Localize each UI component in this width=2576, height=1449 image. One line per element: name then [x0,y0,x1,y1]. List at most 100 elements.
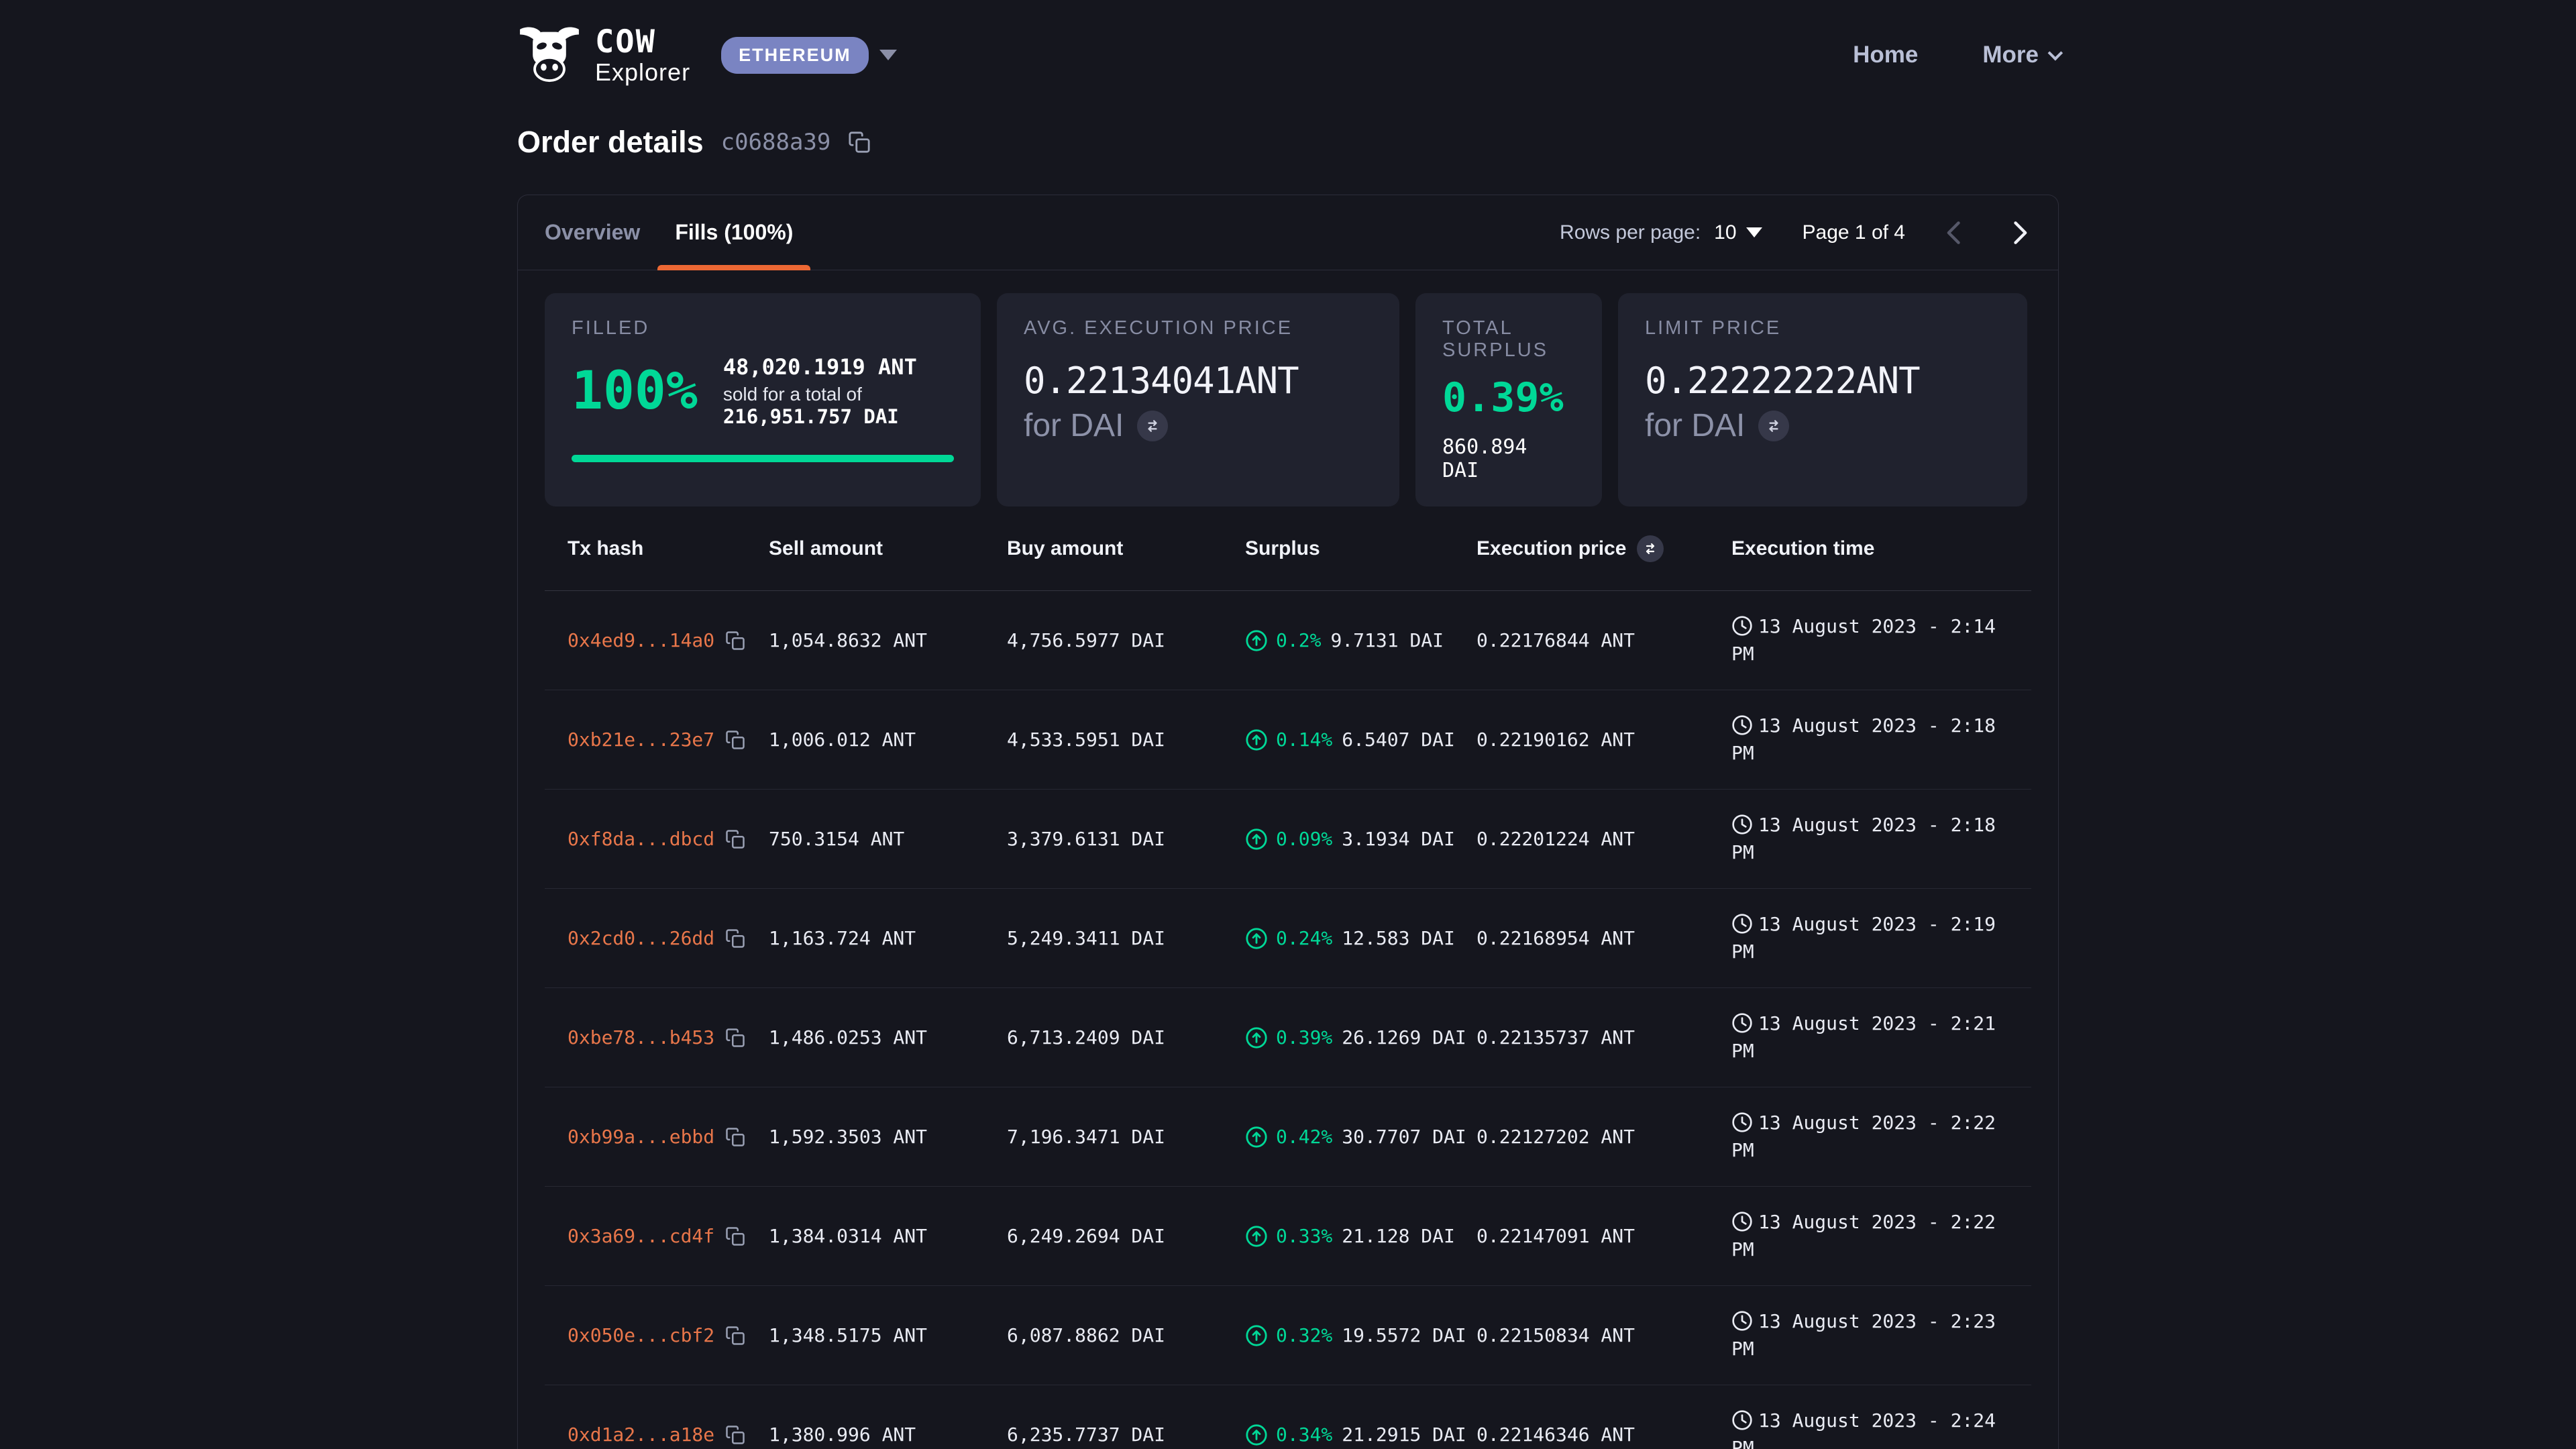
tx-hash-link[interactable]: 0x2cd0...26dd [568,927,714,949]
surplus-percent: 0.2% [1276,629,1321,651]
buy-amount-cell: 6,235.7737 DAI [1007,1424,1245,1446]
execution-time-cell: 13 August 2023 - 2:18 PM [1731,812,2008,866]
total-surplus-card: TOTAL SURPLUS 0.39% 860.894 DAI [1415,293,1602,506]
nav-more[interactable]: More [1982,42,2059,68]
prev-page-button[interactable] [1940,218,1970,248]
nav-home[interactable]: Home [1853,42,1918,68]
tx-hash-cell: 0xb99a...ebbd [568,1126,769,1148]
page-indicator: Page 1 of 4 [1803,221,1905,244]
execution-price-cell: 0.22135737 ANT [1477,1026,1731,1049]
total-surplus-amount: 860.894 DAI [1442,435,1575,482]
sell-amount-cell: 1,486.0253 ANT [769,1026,1007,1049]
copy-tx-hash-button[interactable] [725,1127,745,1147]
tx-hash-cell: 0x2cd0...26dd [568,927,769,949]
tx-hash-cell: 0x3a69...cd4f [568,1225,769,1247]
copy-order-id-button[interactable] [848,131,871,154]
surplus-up-icon [1245,1424,1268,1446]
next-page-button[interactable] [2004,218,2034,248]
execution-price-cell: 0.22127202 ANT [1477,1126,1731,1148]
surplus-amount: 6.5407 DAI [1342,729,1455,751]
rows-per-page-select[interactable]: 10 [1714,221,1762,244]
table-row: 0xf8da...dbcd 750.3154 ANT 3,379.6131 DA… [545,790,2031,889]
execution-time-cell: 13 August 2023 - 2:21 PM [1731,1010,2008,1065]
tx-hash-link[interactable]: 0x3a69...cd4f [568,1225,714,1247]
col-buy-amount: Buy amount [1007,537,1245,560]
summary-cards: FILLED 100% 48,020.1919 ANT sold for a t… [545,293,2031,506]
page-title-row: Order details c0688a39 [517,125,2059,160]
buy-amount-cell: 4,756.5977 DAI [1007,629,1245,651]
execution-time-cell: 13 August 2023 - 2:22 PM [1731,1110,2008,1164]
surplus-amount: 19.5572 DAI [1342,1324,1466,1346]
copy-tx-hash-button[interactable] [725,1028,745,1048]
sell-amount-cell: 1,592.3503 ANT [769,1126,1007,1148]
buy-amount-cell: 5,249.3411 DAI [1007,927,1245,949]
surplus-up-icon [1245,927,1268,950]
pagination: Rows per page: 10 Page 1 of 4 [1560,218,2034,248]
swap-price-units-button[interactable] [1137,411,1168,441]
table-body: 0x4ed9...14a0 1,054.8632 ANT 4,756.5977 … [545,591,2031,1449]
table-row: 0xb21e...23e7 1,006.012 ANT 4,533.5951 D… [545,690,2031,790]
execution-time-cell: 13 August 2023 - 2:23 PM [1731,1308,2008,1362]
col-execution-price: Execution price [1477,535,1731,562]
copy-tx-hash-button[interactable] [725,829,745,849]
col-surplus: Surplus [1245,537,1477,560]
surplus-amount: 30.7707 DAI [1342,1126,1466,1148]
col-tx-hash: Tx hash [568,537,769,560]
tx-hash-link[interactable]: 0xf8da...dbcd [568,828,714,850]
total-surplus-label: TOTAL SURPLUS [1442,317,1575,362]
surplus-percent: 0.09% [1276,828,1332,850]
sell-amount-cell: 1,054.8632 ANT [769,629,1007,651]
surplus-percent: 0.33% [1276,1225,1332,1247]
avg-price-unit: for DAI [1024,407,1124,444]
copy-tx-hash-button[interactable] [725,631,745,651]
tab-overview[interactable]: Overview [527,195,657,270]
tx-hash-link[interactable]: 0xb99a...ebbd [568,1126,714,1148]
limit-price-unit: for DAI [1645,407,1745,444]
buy-amount-cell: 4,533.5951 DAI [1007,729,1245,751]
logo[interactable]: COW Explorer [517,26,690,85]
surplus-up-icon [1245,629,1268,652]
surplus-up-icon [1245,1225,1268,1248]
tx-hash-cell: 0x050e...cbf2 [568,1324,769,1346]
network-badge[interactable]: ETHEREUM [721,37,869,74]
tx-hash-link[interactable]: 0x050e...cbf2 [568,1324,714,1346]
tx-hash-cell: 0xf8da...dbcd [568,828,769,850]
table-row: 0x2cd0...26dd 1,163.724 ANT 5,249.3411 D… [545,889,2031,988]
surplus-amount: 21.128 DAI [1342,1225,1455,1247]
tx-hash-link[interactable]: 0x4ed9...14a0 [568,629,714,651]
tx-hash-link[interactable]: 0xd1a2...a18e [568,1424,714,1446]
surplus-cell: 0.33% 21.128 DAI [1245,1225,1477,1248]
chevron-down-icon [2048,46,2063,61]
sell-amount-cell: 1,348.5175 ANT [769,1324,1007,1346]
cow-logo-icon [517,27,582,83]
surplus-up-icon [1245,1126,1268,1148]
surplus-percent: 0.42% [1276,1126,1332,1148]
avg-price-value: 0.22134041ANT [1024,360,1373,402]
network-selector[interactable]: ETHEREUM [721,37,897,74]
execution-time-cell: 13 August 2023 - 2:24 PM [1731,1407,2008,1449]
col-sell-amount: Sell amount [769,537,1007,560]
execution-price-cell: 0.22176844 ANT [1477,629,1731,651]
tab-fills[interactable]: Fills (100%) [657,195,810,270]
copy-tx-hash-button[interactable] [725,1226,745,1246]
surplus-cell: 0.39% 26.1269 DAI [1245,1026,1477,1049]
execution-price-cell: 0.22146346 ANT [1477,1424,1731,1446]
surplus-amount: 3.1934 DAI [1342,828,1455,850]
tx-hash-cell: 0x4ed9...14a0 [568,629,769,651]
copy-tx-hash-button[interactable] [725,1425,745,1445]
tx-hash-link[interactable]: 0xb21e...23e7 [568,729,714,751]
copy-tx-hash-button[interactable] [725,730,745,750]
buy-amount-cell: 7,196.3471 DAI [1007,1126,1245,1148]
copy-tx-hash-button[interactable] [725,1326,745,1346]
invert-price-button[interactable] [1637,535,1664,562]
surplus-amount: 12.583 DAI [1342,927,1455,949]
surplus-percent: 0.14% [1276,729,1332,751]
table-row: 0xd1a2...a18e 1,380.996 ANT 6,235.7737 D… [545,1385,2031,1449]
surplus-up-icon [1245,729,1268,751]
tx-hash-cell: 0xd1a2...a18e [568,1424,769,1446]
tx-hash-link[interactable]: 0xbe78...b453 [568,1026,714,1049]
copy-tx-hash-button[interactable] [725,928,745,949]
swap-price-units-button[interactable] [1758,411,1789,441]
page-title: Order details [517,125,704,160]
surplus-up-icon [1245,1026,1268,1049]
